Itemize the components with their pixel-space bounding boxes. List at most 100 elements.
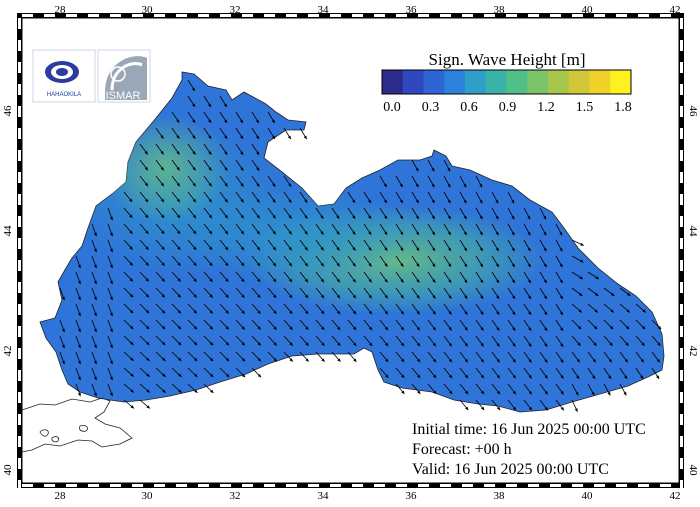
wave-arrow-head [527,279,531,284]
wave-arrow-head [224,135,228,139]
wave-arrow-head [93,312,97,317]
wave-arrow-head [480,374,484,379]
wave-arrow-head [464,279,468,283]
wave-arrow-head [447,231,451,236]
wave-arrow-head [194,389,198,393]
wave-arrow-head [464,358,468,363]
wave-arrow-head [177,246,181,250]
wave-arrow-head [271,119,275,124]
wave-arrow-head [560,327,564,331]
wave-arrow-head [129,198,133,203]
wave-arrow-head [224,183,228,187]
wave-arrow-head [109,232,113,237]
wave-arrow-head [368,247,372,251]
wave-arrow-head [512,390,516,395]
wave-arrow-head [271,135,275,140]
colorbar-swatch [485,70,507,94]
wave-arrow-head [224,230,229,235]
wave-arrow-head [495,279,499,283]
wave-arrow-head [273,310,277,314]
wave-arrow-head [511,215,515,220]
wave-arrow-head [431,183,435,188]
wave-arrow-head [161,246,165,250]
wave-arrow-head [593,325,598,330]
colorbar-swatch [610,70,632,94]
wave-arrow-head [579,276,583,280]
wave-arrow-head [241,358,246,362]
wave-arrow-head [109,392,113,397]
wave-arrow-head [161,230,165,234]
wave-arrow-head [449,390,453,395]
wave-arrow-head [177,262,181,266]
wave-arrow-head [479,231,483,236]
wave-arrow-head [480,311,484,315]
wave-arrow-head [384,247,388,251]
wave-arrow-head [527,215,531,220]
wave-arrow-head [448,279,452,283]
wave-arrow-head [352,247,356,251]
wave-arrow-head [495,263,499,268]
wave-arrow-head [448,263,452,267]
wave-arrow-head [225,278,229,282]
wave-arrow-head [109,376,113,381]
wave-arrow-head [145,294,149,298]
wave-arrow-head [512,374,516,379]
wave-arrow-head [368,326,373,331]
wave-arrow-head [129,309,134,314]
lon-tick-label-top: 30 [142,4,154,16]
wave-arrow-head [178,389,182,393]
logos: HAHAOKILA ISMAR [32,49,151,103]
wave-arrow-head [512,343,516,347]
wave-arrow-head [337,358,341,362]
wave-arrow-head [448,342,452,347]
wave-arrow-head [656,375,660,379]
wave-arrow-head [224,198,228,203]
wave-arrow-head [463,183,467,188]
wave-arrow-head [77,328,81,333]
wave-arrow-head [193,341,198,346]
wave-arrow-head [256,151,260,155]
wave-arrow-head [480,327,484,331]
wave-arrow-head [240,135,244,139]
wave-arrow-head [337,326,341,331]
wave-arrow-head [626,292,631,296]
wave-arrow-head [256,183,260,187]
wave-arrow-head [304,246,308,251]
wave-arrow-head [400,326,404,331]
wave-arrow-head [321,326,325,330]
wave-arrow-head [417,374,421,379]
wave-arrow-head [193,246,197,250]
wave-arrow-head [336,294,340,299]
wave-arrow-head [608,358,612,363]
wave-arrow-head [576,358,580,363]
wave-arrow-head [191,87,195,92]
wave-arrow-head [464,390,469,395]
wave-direction-arrows [59,79,662,412]
wave-arrow-head [129,262,133,266]
wave-arrow-head [77,360,81,365]
wave-arrow-head [146,357,150,361]
wave-arrow-head [193,326,198,330]
wave-arrow-head [336,247,340,251]
wave-arrow-head [400,310,404,315]
wave-arrow-head [144,150,148,155]
wave-arrow-head [609,342,613,346]
wave-arrow-head [321,358,325,362]
wave-arrow-head [130,405,134,409]
wave-arrow-head [431,167,435,172]
wave-arrow-head [447,167,451,172]
wave-arrow-head [192,198,196,203]
lon-tick-label-top: 36 [406,4,418,16]
wave-arrow-head [273,358,277,362]
wave-arrow-head [240,151,244,155]
wave-arrow-head [240,246,245,251]
wave-arrow-head [176,182,180,187]
wave-arrow-head [574,408,578,412]
wave-arrow-head [144,182,149,187]
wave-arrow-head [352,263,356,267]
wave-arrow-head [401,374,405,378]
wave-arrow-head [336,310,341,315]
wave-arrow-head [176,198,180,203]
wave-arrow-head [160,182,164,187]
